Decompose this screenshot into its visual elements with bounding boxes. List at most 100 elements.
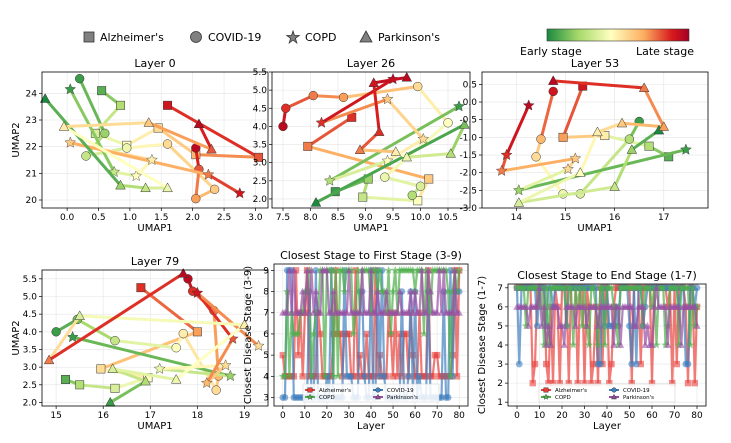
data-point-2-0 [64,83,77,95]
series-marker-2-28 [575,283,585,292]
series-marker-2-40 [366,308,376,317]
legend-text-1: COVID-19 [623,388,650,394]
x-tick-label: 2.0 [186,213,201,223]
y-tick-label: 5.0 [23,292,38,302]
y-tick-label: 4.0 [253,122,268,132]
series-marker-1-75 [444,394,452,401]
series-marker-2-39 [600,340,609,349]
y-tick-label: 0.0 [463,98,478,108]
data-point-3-7 [368,77,380,87]
data-point-3-3 [162,182,173,193]
series-marker-0-17 [317,330,324,338]
series-marker-2-3 [519,283,528,292]
data-point-1-8 [278,121,288,132]
series-marker-2-77 [686,340,695,349]
y-tick-label: 21 [26,169,37,179]
y-tick-label: 5 [497,322,503,332]
trajectory-segment-3 [78,314,246,327]
data-point-1-0 [75,74,85,84]
series-marker-2-34 [589,283,598,292]
y-tick-label: 3.0 [253,159,268,169]
data-point-3-9 [547,75,559,85]
series-marker-0-51 [628,379,635,387]
series-marker-2-14 [544,340,553,349]
legend-text-0: Alzheimer's [319,388,351,394]
x-tick-label: 10.5 [438,213,458,223]
series-marker-3-65 [422,308,430,316]
data-point-3-0 [39,93,51,103]
data-point-2-4 [200,376,213,389]
series-marker-2-24 [331,266,340,274]
series-marker-2-78 [688,283,697,292]
data-point-2-3 [146,153,158,166]
x-tick-label: 70 [431,411,443,421]
series-marker-0-13 [543,360,550,368]
trajectory-segment-0 [93,103,122,135]
trajectory-segment-3 [620,121,666,129]
x-tick-label: 18 [192,411,204,421]
series-marker-3-31 [583,322,591,329]
series-marker-2-21 [560,283,569,292]
series-marker-2-55 [636,283,645,292]
series-marker-3-47 [382,287,391,295]
data-point-0-3 [413,196,423,206]
colorbar-low-label: Early stage [520,45,582,58]
trajectory-segment-1 [578,137,631,196]
series-marker-3-43 [610,341,618,348]
series-marker-2-34 [353,266,362,274]
x-tick-label: 8.0 [303,213,318,223]
series-marker-0-27 [574,379,581,387]
series-marker-0-8 [531,360,539,368]
trajectory-segment-3 [174,323,246,382]
trajectory-segment-0 [361,195,420,203]
series-marker-3-9 [533,303,541,310]
trajectory-segment-3 [578,130,599,175]
data-point-3-6 [616,117,628,128]
x-tick-label: 0 [514,411,520,421]
trajectory-segment-2 [195,291,235,341]
series-marker-0-68 [429,373,436,380]
series-legend: Alzheimer's COVID-19 COPD Parkinson's [302,383,440,403]
series-marker-2-28 [340,287,349,295]
data-point-0-6 [254,152,264,162]
colorbar-gradient [546,28,690,42]
y-tick-label: -2.0 [459,169,477,179]
colorbar: Early stage Late stage [520,28,694,58]
legend-item-covid: COVID-19 [190,31,261,44]
series-marker-1-37 [361,372,368,380]
series-marker-2-1 [280,372,290,380]
series-marker-0-9 [299,373,306,380]
x-tick-label: 1.0 [123,213,138,223]
trajectory-segment-2 [517,148,688,192]
series-marker-2-13 [307,372,316,380]
series-marker-2-42 [371,266,380,274]
series-marker-3-73 [440,266,448,274]
data-point-3-1 [626,144,638,154]
data-point-3-3 [170,373,182,384]
trajectory-segment-3 [517,185,617,205]
panel-title: Closest Stage to End Stage (1-7) [517,269,697,282]
data-point-0-0 [61,375,70,384]
y-tick-label: 4.0 [23,328,38,338]
trajectory-segment-2 [68,87,116,174]
series-marker-2-22 [327,266,336,274]
data-point-2-0 [66,330,79,343]
data-point-2-6 [233,187,246,199]
series-marker-3-58 [643,322,652,329]
axes-frame [273,263,469,407]
series-marker-0-26 [336,330,344,338]
x-tick-label: 60 [409,411,421,421]
series-marker-3-23 [329,287,338,295]
axes-frame [41,269,269,407]
series-marker-2-32 [349,329,358,338]
series-marker-2-74 [441,266,451,274]
trajectory-segment-2 [320,77,395,125]
series-marker-2-75 [444,287,453,295]
y-tick-label: 4 [263,372,269,382]
series-marker-2-48 [384,266,393,274]
series-marker-3-46 [616,341,625,348]
series-marker-0-50 [389,373,397,380]
series-marker-0-6 [292,267,300,274]
x-tick-label: 10 [534,411,546,421]
data-point-0-4 [424,174,434,184]
